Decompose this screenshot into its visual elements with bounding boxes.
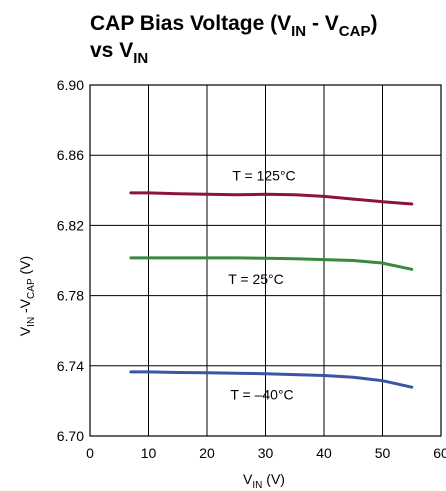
series-lines [129, 191, 414, 389]
x-tick-label: 10 [141, 445, 157, 461]
chart-title-line2: vs VIN [90, 39, 148, 67]
chart-title-line1: CAP Bias Voltage (VIN - VCAP) [90, 12, 377, 40]
x-tick-label: 60 [433, 445, 446, 461]
y-tick-label: 6.90 [57, 77, 84, 93]
y-tick-label: 6.70 [57, 428, 84, 444]
series-line-2 [129, 370, 414, 389]
x-tick-label: 50 [375, 445, 391, 461]
plot-frame [89, 84, 442, 437]
y-axis-label: VIN -VCAP (V) [17, 256, 37, 336]
y-tick-label: 6.82 [57, 217, 84, 233]
x-tick-label: 30 [258, 445, 274, 461]
annotation-tminus40: T = –40°C [230, 387, 293, 403]
annotation-t25: T = 25°C [228, 271, 284, 287]
series-line-0 [129, 191, 414, 206]
x-tick-label: 20 [199, 445, 215, 461]
x-tick-label: 0 [86, 445, 94, 461]
y-tick-label: 6.86 [57, 147, 84, 163]
x-tick-label: 40 [316, 445, 332, 461]
y-tick-label: 6.74 [57, 358, 84, 374]
y-tick-label: 6.78 [57, 288, 84, 304]
series-line-1 [129, 256, 414, 271]
tick-labels: 0 10 20 30 40 50 60 6.70 6.74 6.78 6.82 6.86 6.90 [57, 77, 446, 461]
x-axis-label: VIN (V) [243, 471, 285, 491]
annotation-t125: T = 125°C [232, 167, 295, 183]
